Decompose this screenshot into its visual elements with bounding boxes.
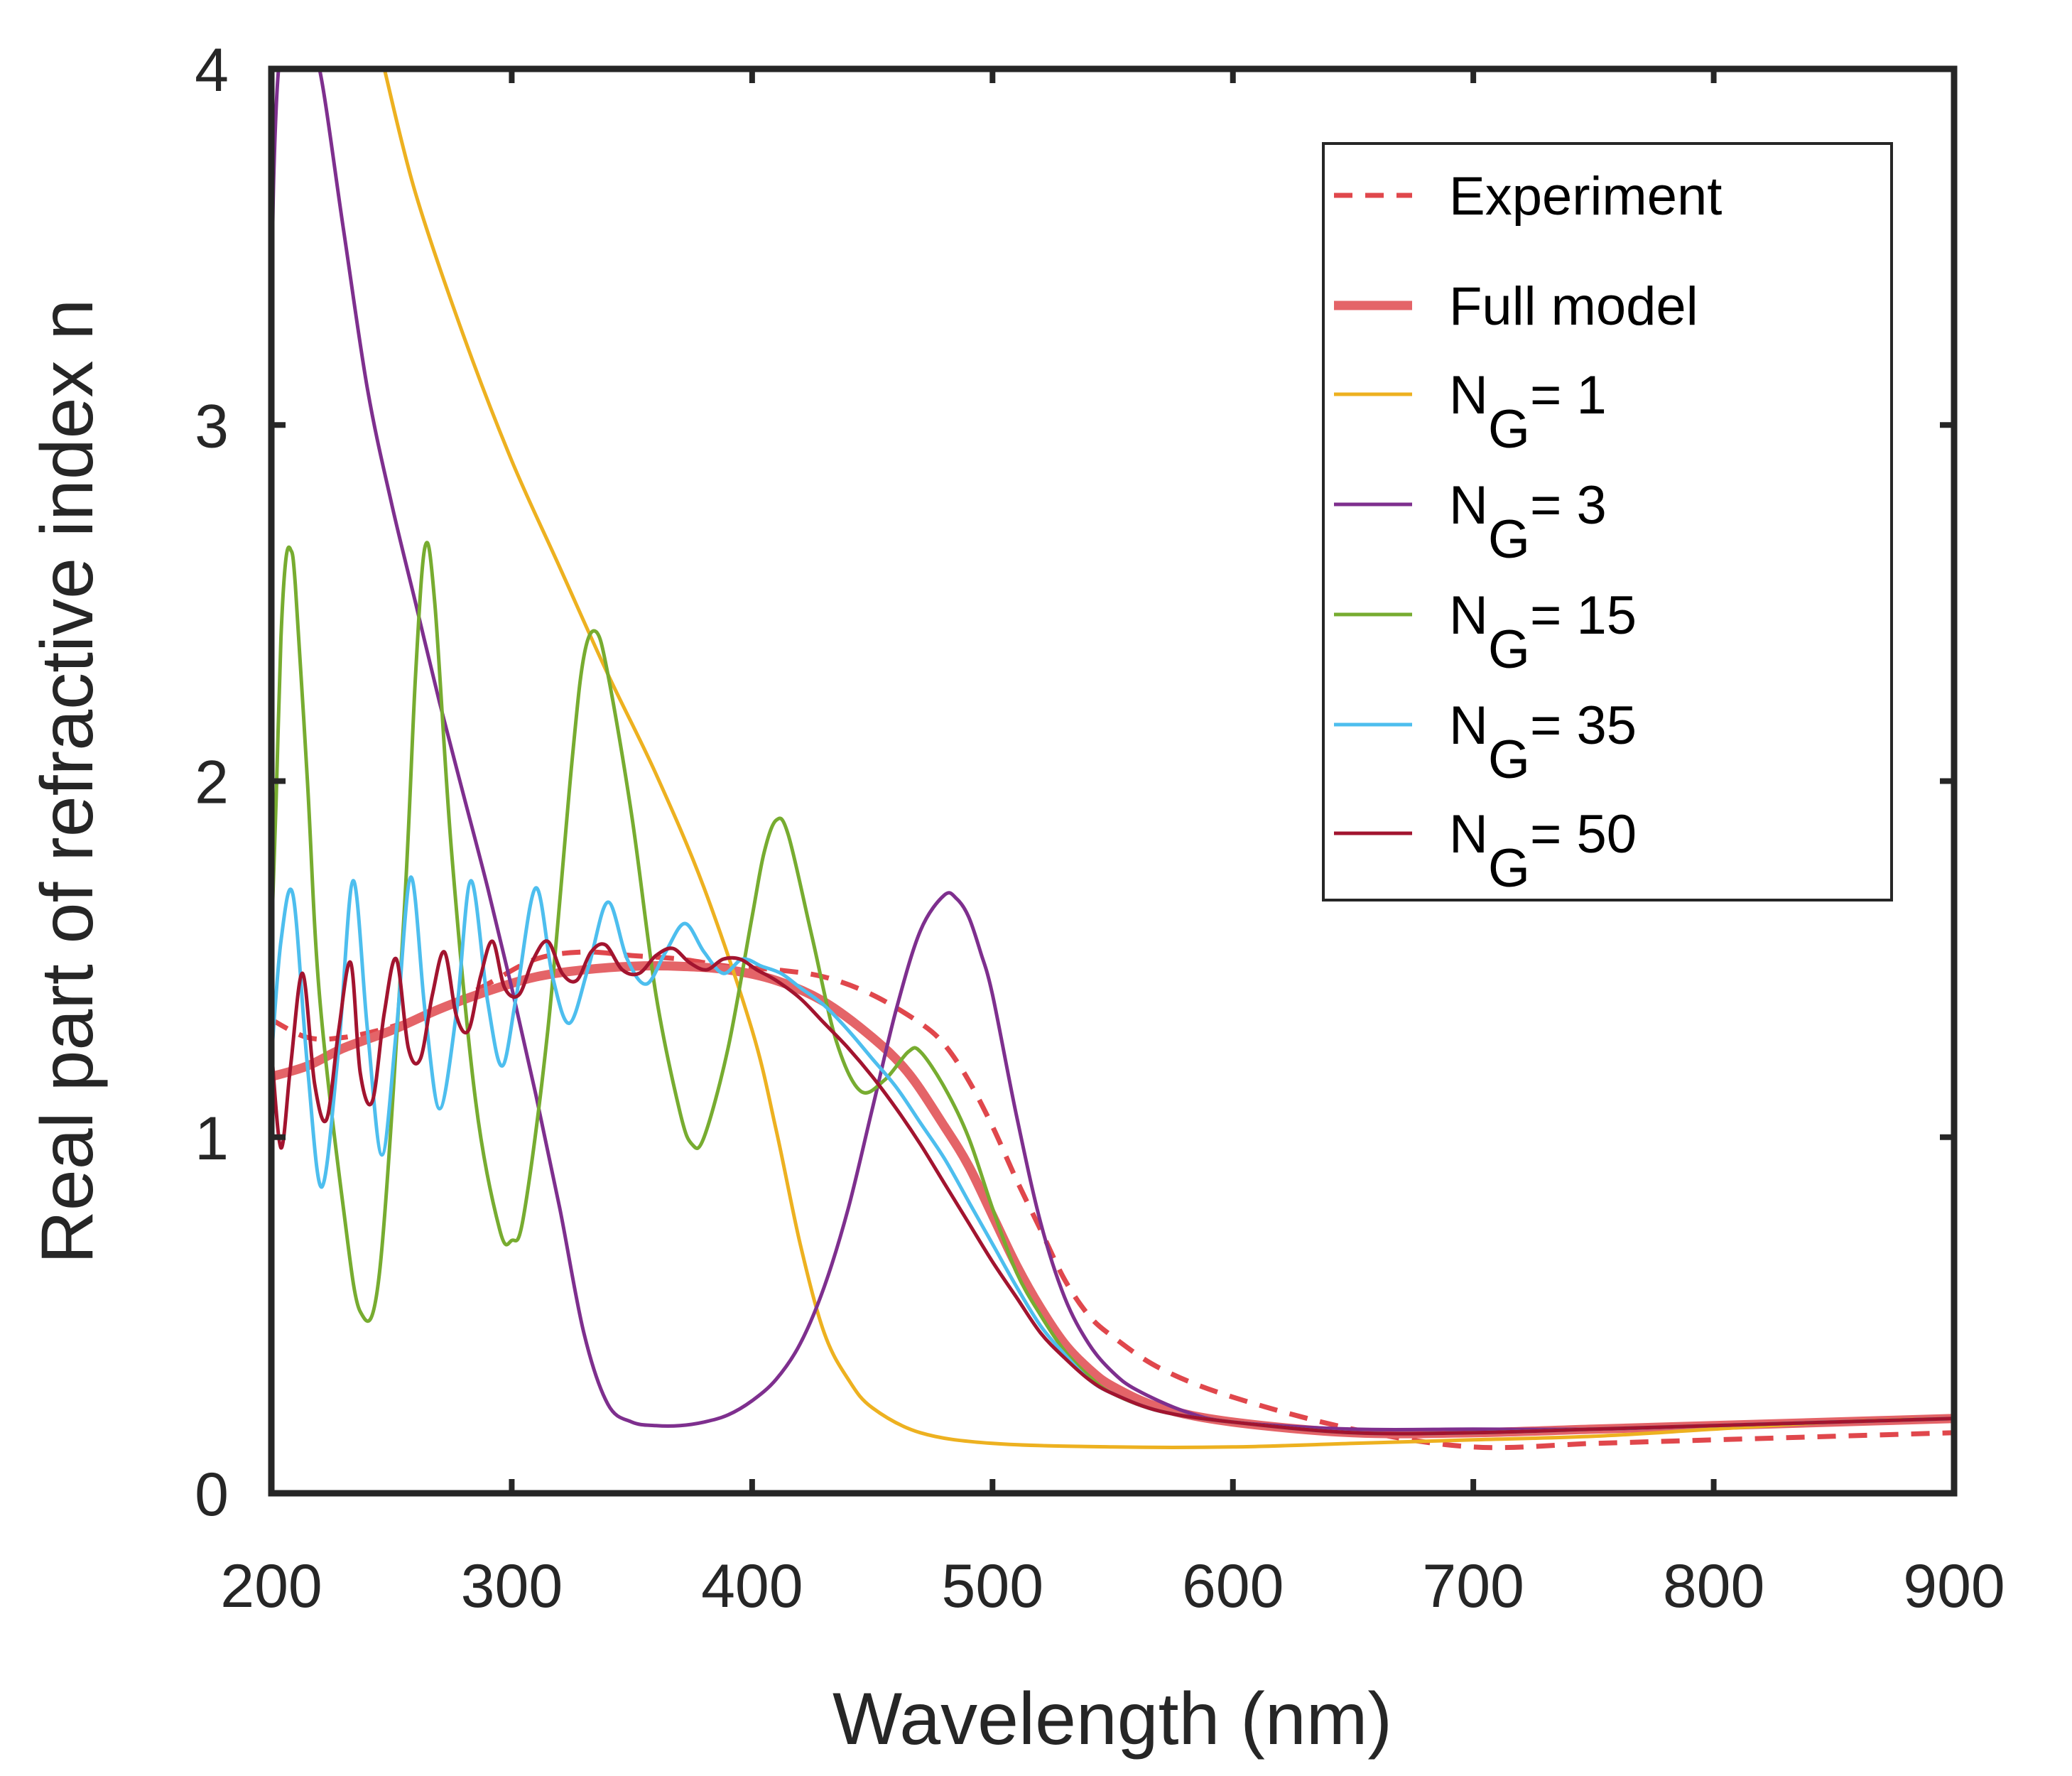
plot-frame — [268, 65, 1958, 1497]
legend-entries: Experiment Full model NG= 1 NG= 3 NG= 15 NG= … — [1334, 166, 1722, 899]
legend-label-0: Experiment — [1449, 166, 1722, 227]
series-line-2 — [382, 69, 1954, 1449]
legend-label-1: Full model — [1449, 276, 1698, 337]
y-tick-label: 1 — [195, 1105, 229, 1173]
series-layer — [271, 69, 1954, 1451]
legend-label-6: NG= 50 — [1449, 804, 1637, 899]
y-axis-label: Real part of refractive index n — [26, 299, 109, 1264]
y-tick-labels: 0 1 2 3 4 — [195, 36, 229, 1529]
legend: Experiment Full model NG= 1 NG= 3 NG= 15 NG= … — [1322, 142, 1893, 901]
series-line-3 — [271, 69, 1954, 1432]
x-tick-labels: 200 300 400 500 600 700 800 900 — [220, 1552, 2005, 1620]
series-line-0 — [271, 949, 1954, 1451]
y-tick-label: 2 — [195, 749, 229, 817]
x-tick-label: 700 — [1422, 1552, 1524, 1620]
legend-label-2: NG= 1 — [1449, 365, 1607, 460]
y-tick-label: 4 — [195, 36, 229, 104]
x-tick-label: 800 — [1663, 1552, 1765, 1620]
x-tick-label: 400 — [701, 1552, 803, 1620]
legend-label-4: NG= 15 — [1449, 585, 1637, 680]
x-tick-label: 600 — [1182, 1552, 1284, 1620]
y-tick-label: 3 — [195, 392, 229, 460]
legend-box — [1322, 142, 1893, 901]
x-tick-label: 200 — [220, 1552, 322, 1620]
x-tick-label: 900 — [1903, 1552, 2005, 1620]
series-line-4 — [271, 541, 1954, 1436]
legend-label-3: NG= 3 — [1449, 475, 1607, 570]
x-tick-label: 300 — [461, 1552, 563, 1620]
series-line-6 — [271, 939, 1954, 1436]
x-tick-label: 500 — [942, 1552, 1044, 1620]
x-axis-label: Wavelength (nm) — [832, 1678, 1392, 1760]
y-tick-label: 0 — [195, 1461, 229, 1529]
legend-label-5: NG= 35 — [1449, 695, 1637, 790]
